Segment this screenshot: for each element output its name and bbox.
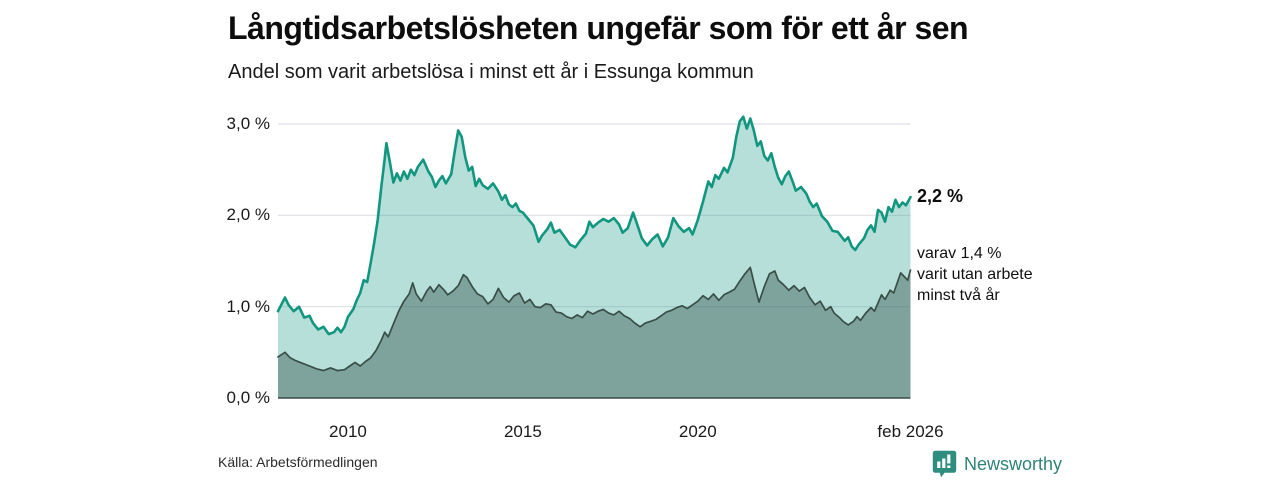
page-title: Långtidsarbetslösheten ungefär som för e…: [228, 10, 969, 46]
annotation-line: varit utan arbete: [917, 266, 1033, 283]
newsworthy-wordmark: Newsworthy: [964, 453, 1063, 474]
newsworthy-bubble-chart-icon: [932, 450, 957, 478]
source-credit: Källa: Arbetsförmedlingen: [218, 454, 378, 470]
latest-value-annotation: 2,2 %: [917, 186, 964, 206]
y-axis-tick-label: 0,0 %: [226, 388, 270, 407]
annotation-line: varav 1,4 %: [917, 245, 1002, 262]
x-axis-tick-label: 2015: [503, 422, 542, 441]
line-unemployed-1yr: [276, 115, 912, 336]
y-axis-tick-label: 2,0 %: [226, 205, 270, 225]
chart-subtitle: Andel som varit arbetslösa i minst ett å…: [228, 61, 754, 83]
newsworthy-logo[interactable]: Newsworthy: [932, 449, 1062, 479]
x-axis-tick-label: 2010: [329, 422, 367, 441]
annotation-line: minst två år: [917, 287, 1000, 304]
y-axis-tick-label: 1,0 %: [226, 296, 270, 316]
x-axis-tick-label: feb 2026: [877, 422, 944, 441]
line-unemployed-2yr: [277, 266, 912, 372]
secondary-value-annotation: varav 1,4 % varit utan arbete minst två …: [917, 243, 1033, 306]
area-unemployed-2yr: [278, 267, 911, 398]
y-axis-tick-label: 3,0 %: [226, 114, 270, 133]
x-axis-tick-label: 2020: [678, 422, 717, 441]
